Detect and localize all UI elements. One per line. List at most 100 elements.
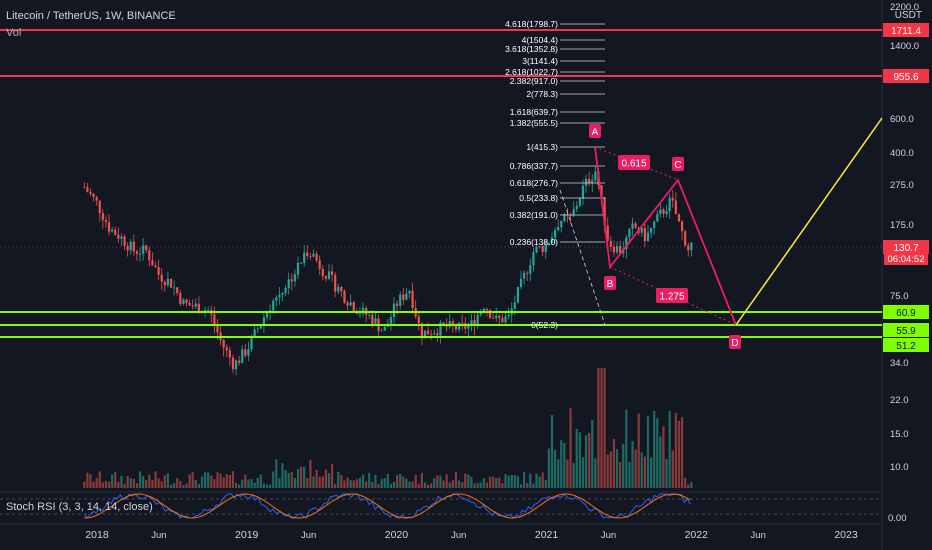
volume-bar [659,436,662,488]
candle-body [628,228,631,238]
volume-bar [321,476,324,488]
volume-bar [200,476,204,488]
stoch-rsi-label[interactable]: Stoch RSI (3, 3, 14, 14, close) [6,501,153,513]
volume-bar [396,475,399,488]
candle-body [671,197,674,201]
volume-bar [445,474,448,488]
fib-level-label: 0.786(337.7) [510,161,558,171]
volume-bar [612,439,616,488]
volume-bar [615,449,619,488]
candle-body [662,209,665,214]
volume-bar [625,409,628,488]
volume-bar [430,483,433,488]
candle-body [659,209,662,214]
volume-bar [343,480,346,488]
volume-bar [290,471,293,488]
candle-body [191,305,194,307]
volume-bar [584,435,588,488]
volume-bar [677,420,681,488]
candle-body [207,309,210,311]
volume-bar [315,469,318,488]
candle-body [358,313,362,315]
volume-bar [309,459,312,488]
volume-bar [287,472,290,488]
candle-body [541,246,544,253]
volume-bar [541,472,544,488]
candle-body [430,334,433,336]
volume-bar [241,479,244,488]
volume-bar [299,466,303,488]
candle-body [120,236,123,239]
price-badge [883,323,929,337]
candle-body [420,323,423,339]
fib-level-label: 0.382(191.0) [510,210,558,220]
harmonic-pattern: A B C D 0.615 1.275 [589,117,883,349]
candle-body [485,308,489,311]
candle-body [439,322,442,336]
candle-body [402,294,405,300]
volume-bar [324,469,327,488]
candle-body [550,237,554,244]
countdown-badge: 06:04:52 [884,254,928,265]
candle-body [467,324,470,329]
volume-bar [142,476,145,488]
candle-body [169,278,173,288]
candle-body [340,286,343,292]
horizontal-lines [0,29,882,338]
candle-body [114,229,117,235]
candle-body [312,253,315,257]
volume-bar [488,476,492,488]
price-badge-label: 51.2 [896,341,916,352]
candle-body [151,260,154,266]
candle-body [488,310,492,318]
candle-body [123,236,126,246]
candle-body [306,252,309,256]
volume-bar [399,473,402,488]
candle-body [674,200,677,215]
volume-bar [312,476,315,488]
stoch-rsi-pane [0,493,882,519]
time-tick-label: 2020 [385,529,409,541]
volume-bar [402,476,405,488]
candle-body [442,322,445,325]
candle-body [98,200,101,214]
candle-body [89,191,92,194]
candle-body [163,281,166,286]
volume-bar [482,478,485,488]
volume-bar [234,482,238,488]
candle-body [563,214,566,222]
candle-body [538,246,541,247]
candle-body [417,316,420,324]
candle-body [225,347,228,351]
volume-bar [532,483,535,488]
volume-label[interactable]: Vol [6,27,22,39]
volume-bar [671,450,674,488]
price-tick-label: 22.0 [890,395,909,406]
candle-body [284,288,287,294]
volume-bar [222,477,225,488]
candle-body [92,193,95,197]
volume-bar [123,483,126,488]
candle-body [606,225,609,241]
chart-title[interactable]: Litecoin / TetherUS, 1W, BINANCE [6,10,176,22]
candle-body [392,303,396,318]
volume-bar [386,473,389,488]
candle-body [634,223,637,228]
volume-bar [166,473,170,488]
volume-bar [634,449,637,488]
volume-bar [219,473,222,488]
pattern-point-label: B [607,279,614,290]
volume-bar [513,475,516,488]
candle-body [238,360,241,363]
volume-bar [179,480,182,488]
candle-body [228,350,231,358]
volume-bar [526,483,529,488]
volume-bar [173,482,176,488]
volume-bar [371,481,374,488]
candle-body [234,360,238,370]
volume-bar [355,479,358,488]
volume-bar [126,475,129,488]
price-tick-label: 34.0 [890,358,909,369]
volume-bar [674,412,677,488]
